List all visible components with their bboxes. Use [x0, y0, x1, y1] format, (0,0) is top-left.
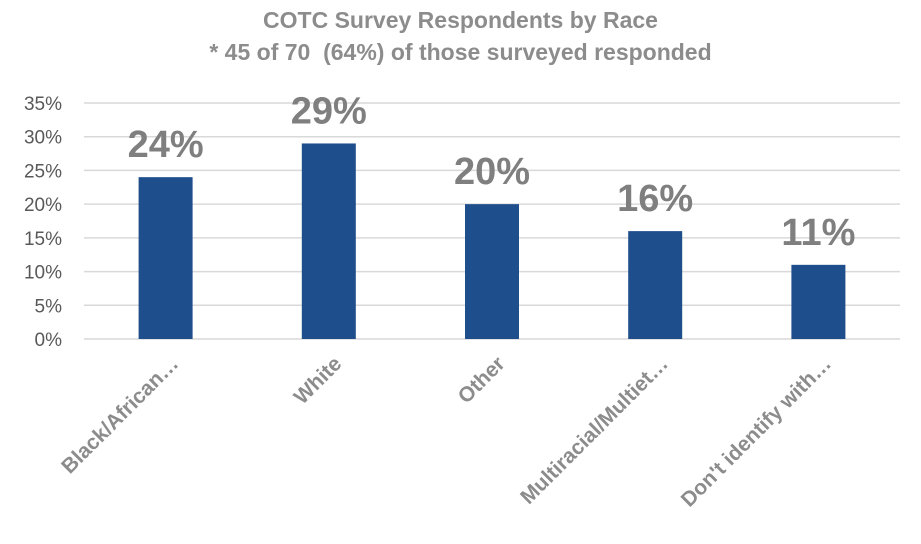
y-tick-label: 35% — [24, 94, 62, 115]
category-label: Other — [454, 352, 510, 408]
bar — [301, 143, 356, 339]
y-tick-label: 20% — [24, 195, 62, 216]
data-label: 24% — [128, 124, 204, 166]
bar — [628, 231, 683, 339]
y-tick-label: 5% — [35, 296, 63, 317]
data-label: 16% — [617, 178, 693, 220]
y-tick-label: 15% — [24, 229, 62, 250]
data-labels: 24% 29% 20% 16% 11% — [128, 90, 856, 253]
bar — [465, 204, 519, 339]
data-label: 29% — [291, 90, 367, 132]
category-label: White — [290, 352, 347, 409]
category-label: Black/African… — [57, 352, 183, 478]
y-axis-ticks: 0% 5% 10% 15% 20% 25% 30% 35% — [24, 94, 62, 351]
bars — [138, 143, 846, 339]
y-tick-label: 30% — [24, 128, 62, 149]
chart-title: COTC Survey Respondents by Race — [263, 7, 658, 33]
y-tick-label: 25% — [24, 161, 62, 182]
category-label: Multiracial/Multiet… — [516, 352, 673, 509]
bar — [138, 177, 193, 339]
data-label: 20% — [454, 151, 530, 193]
data-label: 11% — [781, 212, 855, 254]
chart-title-block: COTC Survey Respondents by Race * 45 of … — [0, 4, 921, 68]
x-axis-categories: Black/African… White Other Multiracial/Mult… — [57, 352, 836, 511]
bar — [791, 264, 846, 339]
chart-subtitle: * 45 of 70 (64%) of those surveyed respo… — [209, 39, 712, 65]
y-tick-label: 10% — [24, 263, 62, 284]
category-label: Don't identify with… — [677, 352, 836, 511]
y-tick-label: 0% — [35, 330, 63, 351]
